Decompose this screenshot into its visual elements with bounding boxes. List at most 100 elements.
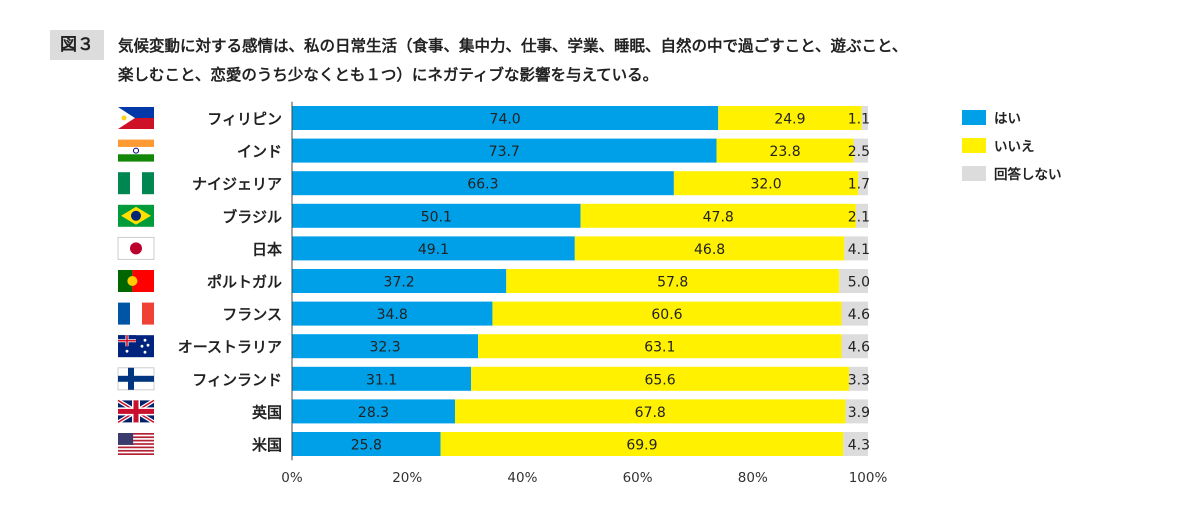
bar-segment-2 (853, 138, 868, 163)
category-label: フィンランド (192, 371, 282, 389)
legend-swatch (962, 166, 986, 181)
flag-part (130, 242, 142, 255)
data-label: 73.7 (489, 144, 520, 160)
legend-item-0: はい (962, 110, 1021, 127)
data-label: 31.1 (366, 372, 397, 388)
chart-title-line1: 気候変動に対する感情は、私の日常生活（食事、集中力、仕事、学業、睡眠、自然の中で… (118, 37, 908, 55)
flag-part (143, 350, 147, 354)
flag-part (118, 154, 154, 162)
category-label: 米国 (252, 436, 282, 454)
bar-segment-2 (855, 203, 868, 228)
flag-part (133, 400, 139, 423)
bar-segment-0 (292, 106, 719, 130)
legend-swatch (962, 138, 986, 153)
data-label: 65.6 (644, 372, 675, 388)
bar-row-3: ブラジル 50.1 47.8 2.1 (118, 203, 870, 228)
bar-segment-1 (471, 366, 849, 391)
flag-part (118, 107, 154, 118)
data-label: 34.8 (377, 307, 408, 323)
chart-title: 気候変動に対する感情は、私の日常生活（食事、集中力、仕事、学業、睡眠、自然の中で… (118, 32, 1018, 90)
data-label: 24.9 (774, 112, 805, 128)
bar-row-1: インド 73.7 23.8 2.5 (118, 138, 870, 163)
flag-icon-finland (117, 367, 155, 391)
figure-label: 図３ (50, 30, 104, 60)
category-label: ブラジル (222, 208, 282, 226)
data-label: 74.0 (490, 112, 521, 128)
flag-part (132, 270, 154, 292)
bar-segment-1 (716, 138, 854, 163)
category-label: フランス (222, 306, 282, 324)
bar-segment-2 (858, 171, 868, 196)
data-label: 46.8 (694, 242, 725, 258)
bar-segment-1 (580, 203, 856, 228)
flag-icon-nigeria (118, 172, 154, 195)
bar-segment-1 (478, 334, 842, 359)
bar-segment-2 (848, 366, 868, 391)
bar-segment-2 (839, 269, 868, 293)
data-label: 25.8 (351, 438, 382, 454)
flag-icon-philippines (118, 107, 154, 129)
flag-part (140, 344, 144, 348)
flag-part (128, 367, 134, 390)
flag-part (118, 449, 154, 452)
bar-segment-1 (506, 269, 840, 293)
bar-segment-0 (292, 269, 507, 293)
flag-part (118, 139, 154, 147)
bar-row-2: ナイジェリア 66.3 32.0 1.7 (118, 171, 870, 196)
bar-row-6: フランス 34.8 60.6 4.6 (118, 301, 870, 326)
flag-part (118, 302, 130, 325)
bar-row-7: オーストラリア 32.3 63.1 4.6 (118, 334, 870, 359)
x-tick-label: 100% (849, 470, 888, 486)
bar-segment-2 (841, 334, 868, 359)
flag-icon-india (118, 139, 154, 162)
data-label: 3.9 (848, 405, 870, 421)
flag-part (142, 172, 154, 195)
flag-part (142, 302, 154, 325)
flag-part (118, 433, 154, 435)
bar-segment-0 (292, 171, 674, 196)
legend-item-2: 回答しない (962, 166, 1062, 183)
flag-part (118, 270, 133, 292)
bar-segment-0 (292, 366, 472, 391)
flag-part (118, 446, 154, 449)
legend-item-1: いいえ (962, 138, 1035, 155)
flag-part (118, 436, 154, 439)
bar-row-0: フィリピン 74.0 24.9 1.1 (118, 106, 870, 130)
category-label: インド (237, 143, 282, 161)
x-tick-label: 0% (281, 470, 303, 486)
x-tick-label: 60% (623, 470, 653, 486)
bar-segment-1 (492, 301, 842, 326)
flag-part (126, 335, 128, 347)
flag-icon-brazil (118, 204, 154, 227)
flag-part (143, 338, 147, 342)
flag-part (118, 375, 154, 382)
flag-part (133, 147, 139, 154)
bar-row-10: 米国 25.8 69.9 4.3 (118, 432, 870, 456)
flag-part (118, 439, 154, 442)
data-label: 1.1 (848, 112, 870, 128)
data-label: 28.3 (358, 405, 389, 421)
legend-swatch (962, 110, 986, 125)
data-label: 66.3 (467, 177, 498, 193)
data-label: 32.3 (369, 340, 400, 356)
data-label: 3.3 (848, 372, 870, 388)
flag-icon-france (118, 302, 154, 325)
flag-part (146, 343, 150, 347)
bar-segment-0 (292, 203, 581, 228)
data-label: 4.6 (848, 307, 870, 323)
x-tick-label: 80% (738, 470, 768, 486)
flag-icon-uk (116, 398, 156, 425)
flag-part (118, 433, 134, 445)
bar-segment-2 (861, 106, 868, 130)
data-label: 5.0 (848, 275, 870, 291)
chart-title-line2: 楽しむこと、恋愛のうち少なくとも１つ）にネガティブな影響を与えている。 (118, 66, 659, 84)
bar-segment-0 (292, 334, 479, 359)
data-label: 4.1 (848, 242, 870, 258)
bar-segment-1 (455, 399, 846, 424)
data-label: 23.8 (769, 144, 800, 160)
flag-part (121, 115, 127, 121)
bar-segment-2 (841, 301, 868, 326)
flag-icon-japan (117, 236, 155, 260)
bar-segment-1 (718, 106, 862, 130)
